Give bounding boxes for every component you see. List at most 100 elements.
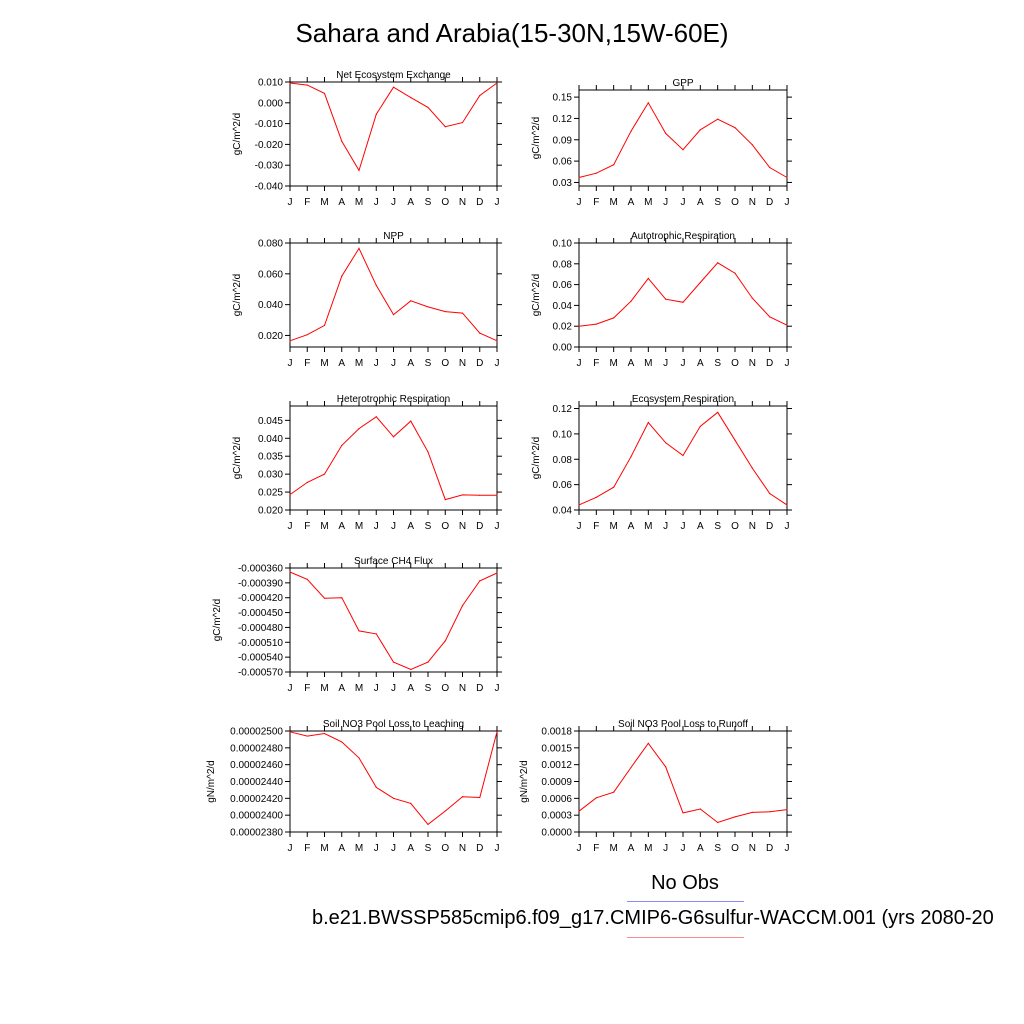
- data-point: [341, 597, 343, 599]
- y-tick-label: 0.15: [553, 93, 573, 104]
- series-line: [289, 82, 498, 172]
- x-tick-label: J: [681, 521, 686, 532]
- data-point: [769, 166, 771, 169]
- data-point: [665, 298, 667, 300]
- x-tick-label: S: [714, 843, 721, 854]
- panel-title: Heterotrophic Respiration: [337, 394, 450, 405]
- y-tick-label: -0.000420: [238, 593, 283, 604]
- data-point: [479, 332, 481, 334]
- series-line: [289, 571, 498, 671]
- data-point: [461, 796, 464, 798]
- x-tick-label: A: [407, 521, 414, 532]
- y-axis-label: gN/m^2/d: [519, 760, 530, 803]
- y-tick-label: 0.06: [553, 157, 573, 168]
- x-tick-label: S: [714, 197, 721, 208]
- panel-title: NPP: [383, 231, 404, 242]
- data-point: [786, 504, 788, 506]
- data-point: [613, 317, 615, 319]
- panel-title: Net Ecosystem Exchange: [336, 70, 451, 81]
- data-point: [306, 735, 308, 737]
- x-tick-label: J: [374, 358, 379, 369]
- x-tick-label: N: [749, 843, 756, 854]
- data-point: [410, 300, 412, 302]
- data-point: [699, 425, 701, 427]
- x-tick-label: M: [644, 521, 652, 532]
- data-point: [427, 306, 429, 308]
- x-tick-label: J: [495, 683, 500, 694]
- data-point: [496, 731, 498, 733]
- plot-frame: [289, 567, 498, 673]
- x-tick-label: M: [355, 683, 363, 694]
- y-tick-label: 0.00002500: [230, 727, 283, 738]
- data-point: [630, 130, 632, 132]
- data-point: [699, 281, 701, 284]
- x-tick-label: N: [749, 197, 756, 208]
- data-point: [392, 436, 395, 438]
- data-point: [289, 340, 291, 342]
- data-point: [341, 140, 343, 142]
- data-point: [717, 118, 719, 120]
- data-point: [647, 277, 649, 279]
- data-point: [595, 797, 597, 799]
- x-tick-label: N: [749, 358, 756, 369]
- y-tick-label: 0.00002380: [230, 828, 283, 839]
- series-line: [578, 262, 788, 327]
- x-tick-label: J: [785, 358, 790, 369]
- data-point: [734, 816, 736, 818]
- data-point: [375, 633, 377, 635]
- data-point: [578, 810, 580, 812]
- data-point: [665, 442, 667, 444]
- x-tick-label: J: [785, 843, 790, 854]
- x-tick-label: J: [374, 197, 379, 208]
- data-point: [578, 504, 580, 506]
- plot-frame: [289, 81, 498, 187]
- x-tick-label: D: [476, 358, 483, 369]
- x-tick-label: J: [288, 843, 293, 854]
- data-point: [595, 172, 597, 174]
- data-point: [323, 597, 326, 599]
- data-point: [375, 113, 377, 115]
- data-point: [682, 812, 684, 814]
- x-tick-label: M: [609, 521, 617, 532]
- x-tick-label: O: [441, 683, 449, 694]
- data-point: [323, 732, 326, 735]
- x-tick-label: S: [714, 521, 721, 532]
- y-tick-label: 0.02: [553, 322, 573, 333]
- x-tick-label: J: [374, 683, 379, 694]
- x-tick-label: F: [593, 358, 599, 369]
- x-tick-label: J: [785, 521, 790, 532]
- data-point: [461, 121, 464, 124]
- y-tick-label: 0.00002480: [230, 743, 283, 754]
- y-axis-label: gC/m^2/d: [531, 274, 542, 317]
- data-point: [595, 323, 597, 325]
- x-tick-label: J: [577, 843, 582, 854]
- x-tick-label: O: [731, 521, 739, 532]
- y-tick-label: 0.06: [553, 280, 573, 291]
- data-point: [682, 454, 684, 457]
- data-point: [682, 301, 684, 303]
- x-tick-label: O: [441, 197, 449, 208]
- data-point: [375, 416, 377, 418]
- data-point: [306, 84, 308, 86]
- y-tick-label: 0.08: [553, 259, 573, 270]
- data-point: [647, 742, 649, 744]
- data-point: [647, 421, 649, 424]
- x-tick-label: O: [441, 843, 449, 854]
- x-tick-label: J: [288, 683, 293, 694]
- x-tick-label: M: [355, 521, 363, 532]
- data-point: [392, 86, 395, 88]
- data-point: [375, 786, 377, 788]
- plot-frame: [578, 405, 788, 511]
- series-line: [578, 411, 788, 506]
- data-point: [769, 492, 771, 495]
- x-tick-label: F: [304, 683, 310, 694]
- y-tick-label: 0.0006: [541, 794, 572, 805]
- panel-title: Surface CH4 Flux: [354, 556, 433, 567]
- y-tick-label: 0.04: [553, 301, 573, 312]
- x-tick-label: D: [476, 521, 483, 532]
- page-title: Sahara and Arabia(15-30N,15W-60E): [295, 18, 729, 48]
- plot-frame: [578, 730, 788, 833]
